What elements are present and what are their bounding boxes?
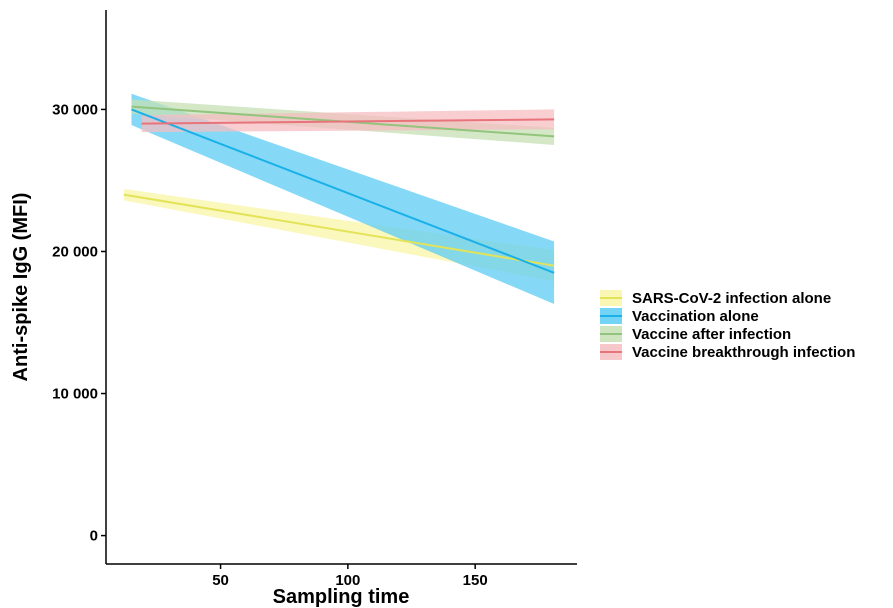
x-axis-title: Sampling time <box>273 586 410 608</box>
x-tick-label: 150 <box>463 572 488 589</box>
legend-label: Vaccine after infection <box>632 326 791 343</box>
axes <box>105 10 577 565</box>
series-0-trend-line <box>123 193 555 267</box>
x-ticks: 50 100 150 <box>212 564 488 589</box>
x-tick-label: 50 <box>212 572 229 589</box>
legend-label: SARS-CoV-2 infection alone <box>632 290 831 307</box>
x-tick-label: 100 <box>335 572 360 589</box>
series-1-trend-line <box>131 108 555 274</box>
y-tick-label: 10 000 <box>52 386 98 403</box>
series-3-trend-line <box>141 118 555 125</box>
legend-label: Vaccine breakthrough infection <box>632 344 855 361</box>
y-tick-label: 30 000 <box>52 101 98 118</box>
y-ticks: 0 10 000 20 000 30 000 <box>52 101 106 545</box>
y-axis-title: Anti-spike IgG (MFI) <box>10 193 32 382</box>
y-tick-label: 20 000 <box>52 243 98 260</box>
series-1-confidence-band <box>131 93 555 305</box>
confidence-bands <box>123 93 555 305</box>
legend-label: Vaccination alone <box>632 308 759 325</box>
y-tick-label: 0 <box>90 528 98 545</box>
trend-lines <box>123 105 555 274</box>
